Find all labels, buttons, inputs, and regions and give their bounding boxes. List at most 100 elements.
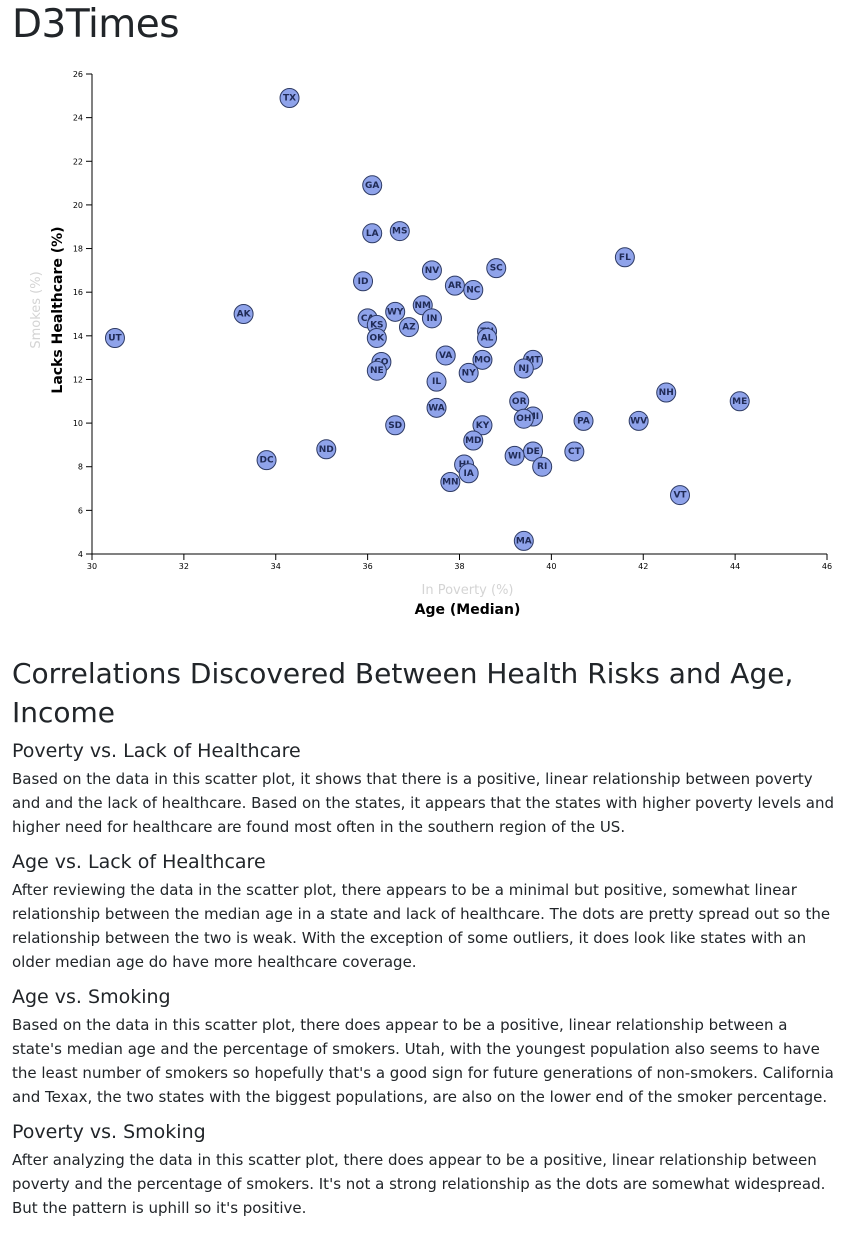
state-marker-nj[interactable] <box>513 358 534 379</box>
state-label-tx: TX <box>283 94 296 104</box>
state-marker-ky[interactable] <box>472 415 493 436</box>
state-label-ma: MA <box>516 536 532 546</box>
state-marker-fl[interactable] <box>614 247 635 268</box>
state-label-fl: FL <box>619 253 631 263</box>
state-label-al: AL <box>481 334 494 344</box>
state-marker-ne[interactable] <box>366 360 387 381</box>
state-marker-ia[interactable] <box>458 463 479 484</box>
x-axis: 30 32 34 36 38 40 42 44 46 <box>87 553 832 571</box>
state-marker-ms[interactable] <box>389 221 410 242</box>
state-label-md: MD <box>465 436 481 446</box>
state-label-sc: SC <box>490 264 503 274</box>
state-label-wa: WA <box>428 403 445 413</box>
state-label-vt: VT <box>673 491 687 501</box>
y-axis: 4 6 8 10 12 14 16 18 20 22 24 26 <box>73 70 93 559</box>
state-label-wv: WV <box>630 416 647 426</box>
state-label-ky: KY <box>476 421 490 431</box>
x-tick-label: 30 <box>87 562 97 571</box>
state-label-la: LA <box>366 229 379 239</box>
state-marker-sd[interactable] <box>385 415 406 436</box>
state-marker-wy[interactable] <box>385 301 406 322</box>
state-label-me: ME <box>732 397 747 407</box>
state-label-ri: RI <box>537 462 547 472</box>
state-marker-wa[interactable] <box>426 397 447 418</box>
state-label-nd: ND <box>319 445 334 455</box>
state-marker-al[interactable] <box>477 328 498 348</box>
state-marker-nv[interactable] <box>421 260 442 281</box>
state-label-wy: WY <box>387 307 404 317</box>
state-label-ia: IA <box>464 469 474 479</box>
state-marker-ct[interactable] <box>564 441 585 462</box>
state-marker-sc[interactable] <box>486 258 507 279</box>
state-label-oh: OH <box>516 414 531 424</box>
state-label-il: IL <box>432 377 441 387</box>
y-axis-label-smokes[interactable]: Smokes (%) <box>29 271 44 348</box>
state-marker-mn[interactable] <box>440 472 461 492</box>
state-label-ok: OK <box>370 334 386 344</box>
state-label-ms: MS <box>392 227 407 237</box>
state-marker-va[interactable] <box>435 345 456 366</box>
x-axis-label-age[interactable]: Age (Median) <box>415 602 521 618</box>
section-title-poverty-smoking: Poverty vs. Smoking <box>12 1121 206 1143</box>
state-label-mt: MT <box>525 355 541 365</box>
state-marker-ak[interactable] <box>233 304 254 324</box>
state-label-nj: NJ <box>518 364 529 374</box>
state-label-ak: AK <box>237 310 252 320</box>
y-tick-label: 8 <box>78 463 83 472</box>
state-marker-pa[interactable] <box>573 410 594 431</box>
x-tick-label: 42 <box>638 562 648 571</box>
state-label-va: VA <box>439 351 452 361</box>
state-marker-nc[interactable] <box>463 280 484 300</box>
state-label-nc: NC <box>466 286 481 296</box>
state-marker-az[interactable] <box>398 317 419 338</box>
state-marker-ny[interactable] <box>458 362 479 383</box>
state-marker-md[interactable] <box>463 430 484 451</box>
article-heading: Correlations Discovered Between Health R… <box>12 657 794 729</box>
x-tick-label: 32 <box>179 562 189 571</box>
y-tick-label: 26 <box>73 70 83 79</box>
state-label-de: DE <box>526 447 540 457</box>
section-title-age-smoking: Age vs. Smoking <box>12 986 171 1008</box>
y-tick-label: 22 <box>73 157 83 166</box>
state-marker-tx[interactable] <box>279 88 300 108</box>
state-label-nv: NV <box>425 266 440 276</box>
state-marker-ri[interactable] <box>532 456 553 477</box>
y-tick-label: 4 <box>78 550 83 559</box>
state-marker-id[interactable] <box>353 271 374 292</box>
state-marker-nd[interactable] <box>316 439 337 460</box>
state-marker-ma[interactable] <box>513 530 534 551</box>
state-label-ks: KS <box>370 320 383 330</box>
analysis-article: Correlations Discovered Between Health R… <box>12 654 842 1230</box>
state-marker-nh[interactable] <box>656 382 677 403</box>
state-marker-dc[interactable] <box>256 450 277 471</box>
state-marker-mo[interactable] <box>472 349 493 370</box>
state-marker-in[interactable] <box>421 308 442 329</box>
y-axis-label-healthcare[interactable]: Lacks Healthcare (%) <box>50 226 66 393</box>
state-marker-ok[interactable] <box>366 328 387 348</box>
y-tick-label: 20 <box>73 201 83 210</box>
state-label-pa: PA <box>577 416 590 426</box>
state-marker-ga[interactable] <box>362 175 383 196</box>
state-marker-wv[interactable] <box>628 410 649 431</box>
state-label-id: ID <box>358 277 369 287</box>
state-markers: TXGALAMSFLNVSCIDARNCNMAKWYCAINKSAZTNUTOK… <box>104 88 750 551</box>
state-marker-ut[interactable] <box>104 328 125 348</box>
state-label-mn: MN <box>442 478 459 488</box>
state-label-ut: UT <box>108 334 122 344</box>
state-marker-oh[interactable] <box>513 408 534 429</box>
state-label-az: AZ <box>402 323 416 333</box>
state-label-dc: DC <box>260 456 274 466</box>
x-axis-label-in-poverty[interactable]: In Poverty (%) <box>422 583 514 598</box>
x-tick-label: 46 <box>822 562 832 571</box>
state-marker-wi[interactable] <box>504 445 525 466</box>
state-marker-il[interactable] <box>426 371 447 392</box>
state-marker-vt[interactable] <box>670 485 690 506</box>
state-label-or: OR <box>512 397 527 407</box>
state-label-ct: CT <box>568 447 582 457</box>
state-label-in: IN <box>426 314 437 324</box>
state-label-ne: NE <box>370 366 384 376</box>
state-marker-me[interactable] <box>729 391 750 412</box>
state-marker-la[interactable] <box>362 223 383 244</box>
section-title-age-healthcare: Age vs. Lack of Healthcare <box>12 851 266 873</box>
state-label-mo: MO <box>474 355 491 365</box>
